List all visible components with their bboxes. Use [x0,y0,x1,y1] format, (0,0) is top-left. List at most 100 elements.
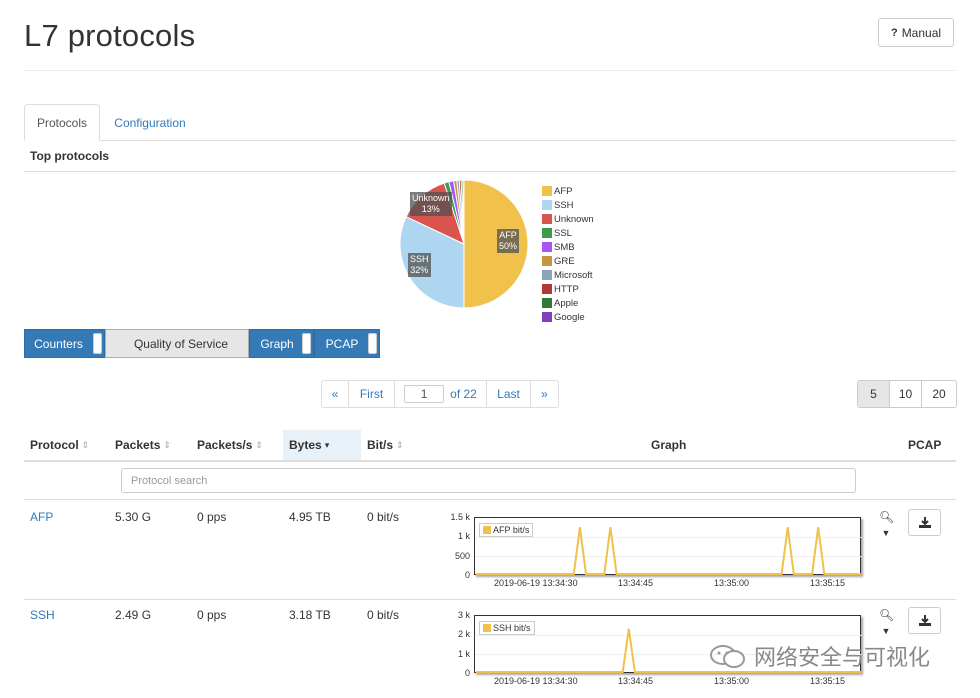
first-page-button[interactable]: First [349,381,395,407]
per-page-5[interactable]: 5 [858,381,890,407]
legend-label: Microsoft [554,269,593,281]
question-icon: ? [890,26,898,39]
legend-item: Apple [542,296,594,310]
y-tick-label: 3 k [457,610,470,620]
sort-icon: ⇕ [81,439,90,450]
toggle-knob [302,333,311,354]
last-page-button[interactable]: Last [487,381,531,407]
col-protocol[interactable]: Protocol ⇕ [30,438,90,452]
x-tick-label: 13:35:00 [714,676,750,686]
pie-slice-google [462,179,465,245]
pie-legend: AFP SSH Unknown SSL SMB GRE Microsoft HTTP Apple… [542,184,594,324]
caret-down-icon[interactable]: ▼ [881,626,891,636]
caret-down-icon[interactable]: ▼ [881,528,891,538]
line-svg [475,527,862,575]
legend-swatch [542,256,552,266]
y-tick-label: 500 [454,550,470,561]
pie-label-afp: AFP 50% [497,229,520,253]
counters-qos-toggle[interactable]: Counters Quality of Service [24,329,249,358]
pagination: « First of 22 Last » [321,380,559,408]
packets-per-sec-value: 0 pps [197,608,227,622]
legend-label: Apple [554,297,579,309]
magnifier-icon[interactable]: 🔍︎ [879,608,895,622]
y-tick-label: 2 k [457,629,470,640]
x-tick-label: 13:35:00 [714,578,750,588]
page-number-input[interactable] [404,385,445,403]
packets-value: 5.30 G [115,510,152,524]
legend-item: SSH [542,198,594,212]
series-line [476,527,861,575]
legend-swatch [542,242,552,252]
bytes-value: 3.18 TB [289,608,331,622]
legend-label: HTTP [554,283,579,295]
legend-label: SSL [554,227,572,239]
next-page-button[interactable]: » [541,387,548,401]
page-title: L7 protocols [24,18,196,53]
watermark: 网络安全与可视化 [708,640,930,672]
sort-icon: ⇕ [396,439,404,450]
legend-label: SSH bit/s [493,623,531,633]
y-tick-label: 0 [464,668,470,678]
tab-protocols[interactable]: Protocols [24,104,100,141]
manual-label: Manual [901,25,942,40]
counters-button[interactable]: Counters [24,329,105,358]
qos-button[interactable]: Quality of Service [105,329,249,358]
x-tick-label: 13:35:15 [810,676,846,686]
row-divider [24,499,956,500]
bits-per-sec-value: 0 bit/s [367,608,400,622]
legend-label: Google [554,311,585,323]
header-divider [24,70,956,71]
page-count: of 22 [450,387,477,401]
col-packets-per-sec[interactable]: Packets/s ⇕ [197,438,263,452]
legend-label: AFP [554,185,573,197]
per-page-20[interactable]: 20 [932,387,946,401]
pie-label-ssh: SSH 32% [408,253,431,277]
legend-label: GRE [554,255,575,267]
tab-bar: Protocols Configuration [24,104,956,141]
prev-page-button[interactable]: « [322,381,349,407]
col-bits-per-sec[interactable]: Bit/s ⇕ [367,438,404,452]
graph-pcap-toggle[interactable]: Graph PCAP [249,329,380,358]
tab-configuration[interactable]: Configuration [114,115,186,130]
col-packets[interactable]: Packets ⇕ [115,438,171,452]
section-title: Top protocols [30,149,110,163]
plot-area: SSH bit/s [474,615,862,673]
legend-swatch [542,298,552,308]
legend-swatch [542,200,552,210]
download-icon [918,517,931,528]
legend-label: Unknown [554,213,594,225]
series-legend: SSH bit/s [479,621,535,635]
sort-icon: ⇕ [163,439,171,450]
protocol-link[interactable]: SSH [30,608,55,622]
magnifier-icon[interactable]: 🔍︎ [879,510,895,524]
per-page-selector: 5 10 20 [857,380,957,408]
legend-swatch [542,214,552,224]
line-svg [475,628,862,673]
protocol-search-input[interactable] [121,468,856,493]
x-tick-label: 13:34:45 [618,676,654,686]
watermark-text: 网络安全与可视化 [754,645,931,670]
traffic-graph: 3 k 2 k 1 k 0 SSH bit/s 2019-06-19 13:34:30 13… [446,608,866,688]
sort-icon: ⇕ [255,439,263,450]
legend-swatch [542,270,552,280]
pcap-button[interactable]: PCAP [314,329,380,358]
legend-label: AFP bit/s [493,525,530,535]
x-tick-label: 2019-06-19 13:34:30 [494,578,578,588]
legend-item: Unknown [542,212,594,226]
per-page-10[interactable]: 10 [890,381,922,407]
col-graph: Graph [651,438,687,452]
bits-per-sec-value: 0 bit/s [367,510,400,524]
toggle-knob [368,333,377,354]
legend-swatch [542,312,552,322]
pie-label-unknown: Unknown 13% [410,192,452,216]
graph-button[interactable]: Graph [249,329,314,358]
col-bytes[interactable]: Bytes ▾ [283,430,361,460]
series-legend: AFP bit/s [479,523,534,537]
download-pcap-button[interactable] [908,509,941,536]
download-pcap-button[interactable] [908,607,941,634]
manual-button[interactable]: ? Manual [878,18,954,47]
legend-swatch [542,284,552,294]
legend-item: SSL [542,226,594,240]
protocol-link[interactable]: AFP [30,510,54,524]
plot-area: AFP bit/s [474,517,862,575]
